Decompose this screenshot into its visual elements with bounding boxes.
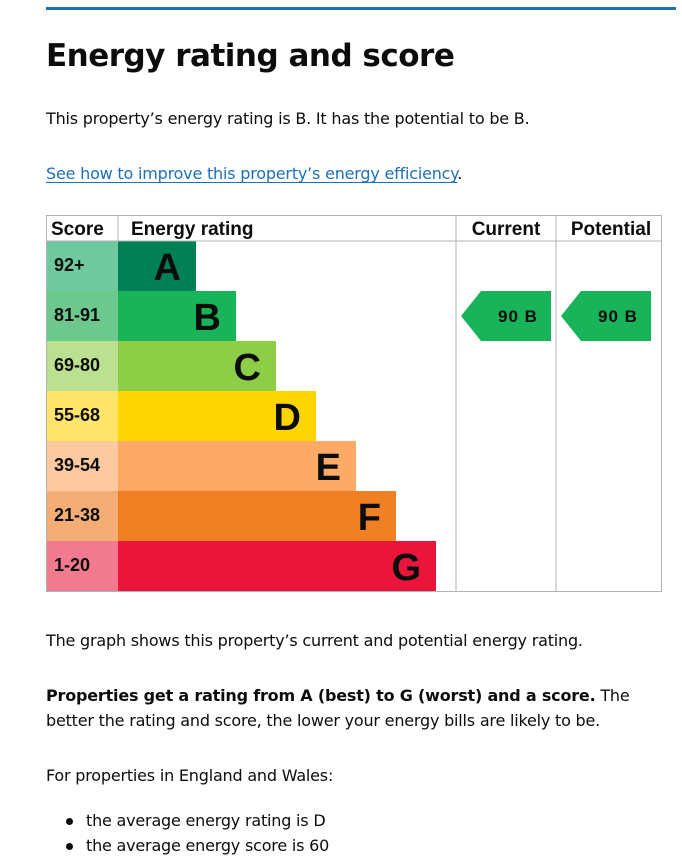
score-range-label: 39-54 bbox=[54, 455, 100, 475]
intro-text: This property’s energy rating is B. It h… bbox=[46, 109, 530, 128]
energy-rating-chart: 92+ A81-91 B69-80 C55-68 D39-54 E21-38 F1-20 G … bbox=[46, 215, 662, 592]
ratings-explanation: Properties get a rating from A (best) to… bbox=[46, 683, 661, 733]
graph-explanation: The graph shows this property’s current … bbox=[46, 631, 583, 650]
rating-bar-a bbox=[118, 241, 196, 291]
rating-bar-b bbox=[118, 291, 236, 341]
page-title: Energy rating and score bbox=[46, 38, 455, 74]
ratings-rest: The better the rating and score, the low… bbox=[46, 686, 630, 730]
chart-border bbox=[46, 215, 662, 592]
rating-letter: F bbox=[358, 497, 381, 539]
column-header: Score bbox=[51, 219, 104, 240]
score-cell bbox=[46, 291, 118, 341]
score-cell bbox=[46, 441, 118, 491]
score-cell bbox=[46, 341, 118, 391]
column-header: Potential bbox=[571, 219, 651, 240]
column-header: Current bbox=[472, 219, 541, 240]
average-rating-item: the average energy rating is D bbox=[46, 808, 329, 833]
rating-letter: E bbox=[316, 447, 341, 489]
averages-list: the average energy rating is D the avera… bbox=[46, 808, 329, 858]
rating-bar-f bbox=[118, 491, 396, 541]
rating-letter: D bbox=[274, 397, 301, 439]
score-range-label: 1-20 bbox=[54, 555, 90, 575]
ratings-bold: Properties get a rating from A (best) to… bbox=[46, 686, 596, 705]
score-range-label: 55-68 bbox=[54, 405, 100, 425]
current-rating-label: 90 B bbox=[498, 307, 538, 326]
rating-bar-e bbox=[118, 441, 356, 491]
rating-bar-c bbox=[118, 341, 276, 391]
england-wales-intro: For properties in England and Wales: bbox=[46, 766, 334, 785]
score-range-label: 92+ bbox=[54, 255, 85, 275]
rating-letter: B bbox=[194, 297, 221, 339]
current-rating-arrow bbox=[461, 291, 551, 341]
top-rule bbox=[46, 7, 676, 10]
average-score-item: the average energy score is 60 bbox=[46, 833, 329, 858]
rating-letter: A bbox=[154, 247, 181, 289]
score-cell bbox=[46, 241, 118, 291]
improve-suffix: . bbox=[457, 164, 463, 183]
rating-bar-d bbox=[118, 391, 316, 441]
rating-letter: G bbox=[391, 547, 421, 589]
improve-paragraph: See how to improve this property’s energ… bbox=[46, 161, 666, 186]
rating-letter: C bbox=[234, 347, 261, 389]
score-range-label: 81-91 bbox=[54, 305, 100, 325]
improve-link[interactable]: See how to improve this property’s energ… bbox=[46, 164, 458, 183]
potential-rating-label: 90 B bbox=[598, 307, 638, 326]
score-range-label: 21-38 bbox=[54, 505, 100, 525]
score-cell bbox=[46, 491, 118, 541]
rating-bar-g bbox=[118, 541, 436, 591]
score-range-label: 69-80 bbox=[54, 355, 100, 375]
score-cell bbox=[46, 541, 118, 591]
column-header: Energy rating bbox=[131, 219, 253, 240]
potential-rating-arrow bbox=[561, 291, 651, 341]
score-cell bbox=[46, 391, 118, 441]
